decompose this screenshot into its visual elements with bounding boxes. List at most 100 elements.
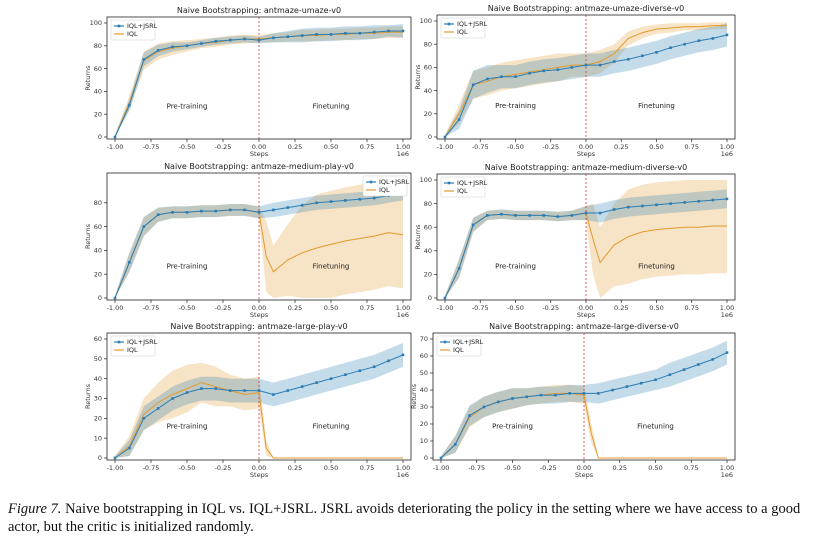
legend-label: IQL+JSRL bbox=[453, 338, 484, 346]
data-point bbox=[257, 38, 261, 42]
x-tick-label: 0.50 bbox=[649, 143, 663, 151]
x-axis-label: Steps bbox=[250, 471, 269, 479]
data-point bbox=[401, 353, 405, 357]
band-iql bbox=[441, 384, 727, 458]
y-tick-label: 80 bbox=[424, 40, 432, 48]
x-tick-label: 0.00 bbox=[579, 304, 593, 312]
data-point bbox=[655, 51, 658, 54]
data-point bbox=[128, 261, 131, 264]
x-tick-label: 0.25 bbox=[288, 143, 302, 151]
chart-title: Naive Bootstrapping: antmaze-medium-dive… bbox=[485, 163, 687, 172]
x-tick-label: 0.50 bbox=[324, 464, 338, 472]
chart-title: Naive Bootstrapping: antmaze-large-diver… bbox=[489, 322, 679, 331]
x-tick-label: 1.00 bbox=[396, 304, 410, 312]
data-point bbox=[711, 358, 714, 361]
y-tick-label: 60 bbox=[94, 65, 102, 73]
data-point bbox=[113, 456, 117, 460]
data-point bbox=[214, 39, 218, 43]
data-point bbox=[627, 57, 630, 61]
x-multiplier: 1e6 bbox=[721, 150, 733, 158]
x-tick-label: -0.25 bbox=[215, 143, 232, 151]
legend-marker bbox=[447, 22, 451, 26]
data-point bbox=[542, 69, 545, 73]
x-tick-label: 0.00 bbox=[252, 464, 266, 472]
legend-box bbox=[110, 19, 156, 41]
y-tick-label: 60 bbox=[420, 352, 428, 360]
x-tick-label: -0.50 bbox=[507, 304, 524, 312]
x-tick-label: 0.75 bbox=[360, 143, 374, 151]
data-point bbox=[300, 385, 304, 388]
data-point bbox=[344, 199, 347, 202]
band-iql bbox=[115, 179, 403, 298]
data-point bbox=[185, 44, 189, 48]
x-tick-label: -0.50 bbox=[179, 143, 196, 151]
data-point bbox=[358, 31, 362, 35]
legend-label: IQL bbox=[457, 187, 468, 195]
data-point bbox=[128, 103, 131, 107]
chart-1: Naive Bootstrapping: antmaze-umaze-v0 0 20… bbox=[84, 6, 412, 158]
data-point bbox=[598, 63, 602, 67]
x-tick-label: 0.00 bbox=[579, 143, 593, 151]
y-tick-label: 30 bbox=[94, 395, 102, 403]
legend-box bbox=[440, 17, 486, 39]
x-tick-label: 0.75 bbox=[684, 464, 698, 472]
data-point bbox=[584, 211, 588, 215]
data-point bbox=[387, 29, 390, 33]
legend-label: IQL bbox=[379, 186, 390, 194]
x-tick-label: -0.25 bbox=[215, 304, 232, 312]
y-tick-label: 20 bbox=[94, 415, 102, 423]
data-point bbox=[711, 198, 715, 202]
y-tick-label: 0 bbox=[98, 133, 102, 141]
x-tick-label: 0.25 bbox=[614, 143, 628, 151]
data-point bbox=[443, 296, 447, 300]
data-point bbox=[272, 208, 275, 212]
data-point bbox=[315, 381, 318, 384]
band-iql-jsrl bbox=[115, 343, 403, 458]
y-tick-label: 20 bbox=[424, 110, 432, 118]
data-point bbox=[243, 389, 246, 392]
data-point bbox=[156, 407, 160, 410]
band-iql bbox=[115, 362, 403, 458]
y-tick-label: 70 bbox=[420, 335, 428, 343]
y-tick-label: 60 bbox=[424, 223, 432, 231]
data-point bbox=[584, 63, 588, 67]
y-tick-label: 20 bbox=[94, 110, 102, 118]
data-point bbox=[697, 363, 700, 366]
y-tick-label: 50 bbox=[94, 355, 102, 363]
legend-label: IQL+JSRL bbox=[379, 178, 410, 186]
x-tick-label: -1.00 bbox=[107, 143, 124, 151]
x-tick-label: -0.25 bbox=[542, 304, 559, 312]
y-tick-label: 0 bbox=[98, 294, 102, 302]
y-tick-label: 60 bbox=[94, 335, 102, 343]
data-point bbox=[142, 225, 146, 228]
x-axis-label: Steps bbox=[250, 311, 269, 319]
x-tick-label: 0.50 bbox=[648, 464, 662, 472]
band-iql-jsrl bbox=[441, 340, 727, 458]
data-point bbox=[185, 391, 189, 394]
data-point bbox=[128, 446, 131, 450]
x-tick-label: 0.25 bbox=[613, 464, 627, 472]
x-multiplier: 1e6 bbox=[397, 311, 409, 319]
x-tick-label: 0.75 bbox=[685, 143, 699, 151]
x-tick-label: 0.75 bbox=[685, 304, 699, 312]
y-tick-label: 50 bbox=[420, 369, 428, 377]
data-point bbox=[725, 351, 729, 354]
annotation-pretraining: Pre-training bbox=[167, 103, 208, 111]
data-point bbox=[612, 208, 616, 211]
data-point bbox=[185, 211, 189, 214]
data-point bbox=[471, 83, 475, 87]
data-point bbox=[200, 209, 203, 213]
chart-2: Naive Bootstrapping: antmaze-umaze-diver… bbox=[414, 4, 736, 158]
x-tick-label: -1.00 bbox=[107, 464, 124, 472]
data-point bbox=[401, 29, 405, 33]
data-point bbox=[697, 199, 701, 203]
data-point bbox=[468, 414, 471, 417]
band-iql-jsrl bbox=[115, 186, 403, 298]
band-iql-jsrl bbox=[115, 24, 403, 138]
x-tick-label: 0.25 bbox=[288, 304, 302, 312]
x-multiplier: 1e6 bbox=[397, 150, 409, 158]
y-tick-label: 0 bbox=[428, 133, 432, 141]
x-axis-label: Steps bbox=[575, 471, 594, 479]
